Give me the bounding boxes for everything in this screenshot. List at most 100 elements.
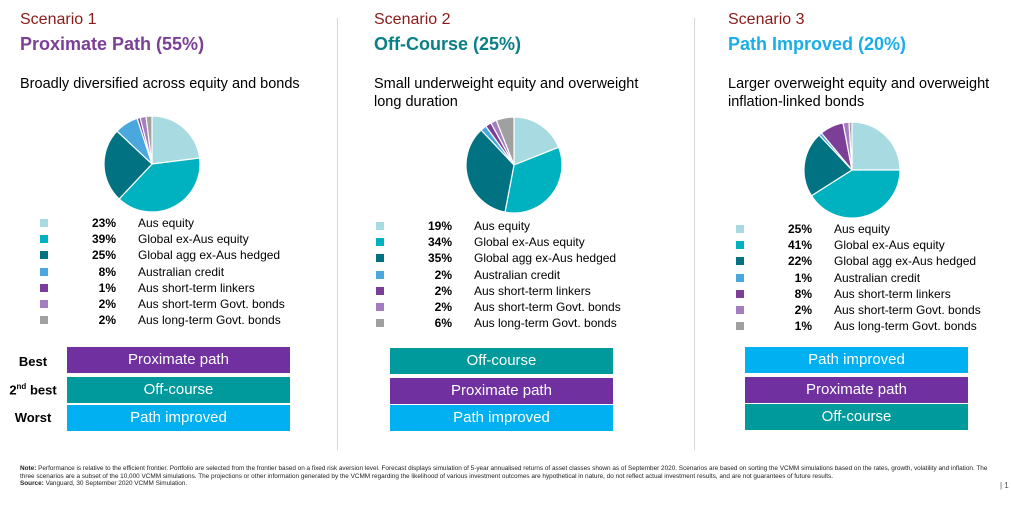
- rank-label-worst: Worst: [14, 410, 52, 425]
- pie-slice-aus-equity: [851, 121, 901, 171]
- legend-swatch: [40, 316, 48, 325]
- legend-label: Global ex-Aus equity: [834, 238, 945, 253]
- legend-label: Australian credit: [138, 264, 225, 279]
- legend-label: Aus short-term linkers: [474, 283, 591, 298]
- legend-value: 2%: [98, 313, 116, 328]
- legend-value: 8%: [98, 264, 116, 279]
- legend-value: 35%: [427, 251, 452, 266]
- legend-swatch: [40, 219, 48, 227]
- legend-label: Aus long-term Govt. bonds: [474, 316, 617, 331]
- legend-label: Global ex-Aus equity: [474, 235, 585, 250]
- note-label: Note:: [20, 465, 37, 472]
- footnote: Note: Performance is relative to the eff…: [20, 465, 990, 488]
- legend-swatch: [40, 299, 48, 308]
- legend-value: 8%: [794, 286, 812, 301]
- legend-value: 25%: [787, 222, 812, 236]
- rank-box-second: Off-course: [67, 377, 290, 403]
- legend-label: Aus short-term linkers: [834, 286, 951, 301]
- rank-label-second-suffix: nd: [16, 382, 27, 391]
- legend-value: 6%: [434, 316, 452, 331]
- legend-label: Aus short-term Govt. bonds: [474, 299, 621, 314]
- pie-chart: [803, 121, 901, 219]
- legend-swatch: [376, 270, 384, 279]
- scenario-description: Small underweight equity and overweight …: [374, 76, 639, 110]
- legend-label: Aus short-term Govt. bonds: [834, 302, 981, 317]
- pie-slice-aus-long-term-govt-bonds: [848, 121, 853, 171]
- rank-label-second-text: best: [26, 382, 57, 398]
- legend-value: 22%: [787, 254, 812, 269]
- rank-box-best: Off-course: [390, 348, 613, 374]
- legend-value: 2%: [98, 296, 116, 311]
- pie-slice-aus-equity: [513, 116, 560, 166]
- legend-value: 25%: [91, 248, 116, 263]
- scenario-label: Scenario 2: [374, 11, 451, 28]
- scenario-description: Larger overweight equity and overweight …: [728, 76, 990, 110]
- legend-label: Global agg ex-Aus hedged: [474, 251, 617, 266]
- legend-label: Global agg ex-Aus hedged: [138, 248, 281, 263]
- scenario-2-panel: Scenario 2 Off-Course (25%) Small underw…: [374, 0, 694, 460]
- pie-slice-global-agg-ex-aus-hedged: [103, 130, 153, 200]
- legend-label: Aus long-term Govt. bonds: [138, 313, 281, 328]
- scenario-1-panel: Scenario 1 Proximate Path (55%) Broadly …: [20, 0, 340, 460]
- rank-box-worst: Path improved: [390, 405, 613, 431]
- legend-swatch: [736, 257, 744, 266]
- legend-value: 41%: [787, 238, 812, 253]
- legend-value: 1%: [794, 270, 812, 285]
- legend-swatch: [376, 319, 384, 328]
- pie-slice-global-ex-aus-equity: [504, 146, 563, 214]
- legend-value: 34%: [427, 235, 452, 250]
- legend-label: Global ex-Aus equity: [138, 232, 249, 247]
- scenario-3-panel: Scenario 3 Path Improved (20%) Larger ov…: [728, 0, 1011, 460]
- rank-box-second: Proximate path: [390, 378, 613, 404]
- pie-slice-global-agg-ex-aus-hedged: [803, 134, 853, 197]
- scenario-title: Proximate Path (55%): [20, 34, 205, 54]
- legend-swatch: [40, 235, 48, 244]
- legend-value: 19%: [427, 219, 452, 233]
- scenario-label: Scenario 3: [728, 11, 805, 28]
- legend-value: 1%: [98, 280, 116, 295]
- scenario-title: Path Improved (20%): [728, 34, 907, 54]
- legend-value: 2%: [434, 267, 452, 282]
- legend-swatch: [376, 302, 384, 311]
- legend-label: Aus short-term linkers: [138, 280, 255, 295]
- rank-box-worst: Path improved: [67, 405, 290, 431]
- legend-value: 1%: [794, 319, 812, 334]
- rank-box-worst: Off-course: [745, 404, 968, 430]
- scenario-label: Scenario 1: [20, 11, 97, 28]
- pie-slice-global-ex-aus-equity: [118, 157, 201, 213]
- pie-slice-aus-long-term-govt-bonds: [495, 116, 515, 166]
- legend-label: Australian credit: [474, 267, 561, 282]
- scenario-description: Broadly diversified across equity and bo…: [20, 76, 300, 92]
- legend-value: 2%: [794, 302, 812, 317]
- rank-box-best: Proximate path: [67, 347, 290, 373]
- rank-label-best: Best: [18, 354, 48, 369]
- note-text: Performance is relative to the efficient…: [20, 465, 988, 480]
- legend-label: Australian credit: [834, 270, 921, 285]
- legend-swatch: [40, 283, 48, 292]
- legend-swatch: [376, 254, 384, 263]
- legend-swatch: [40, 267, 48, 276]
- rank-label-second-best: 2nd best: [0, 382, 66, 397]
- scenario-title: Off-Course (25%): [374, 34, 522, 54]
- legend-swatch: [736, 225, 744, 233]
- legend-label: Aus equity: [834, 222, 891, 236]
- legend-value: 2%: [434, 283, 452, 298]
- legend-swatch: [736, 241, 744, 250]
- pie-slice-global-agg-ex-aus-hedged: [465, 129, 515, 213]
- legend-label: Aus short-term Govt. bonds: [138, 296, 285, 311]
- legend-swatch: [40, 251, 48, 260]
- rank-label-second-number: 2: [9, 382, 17, 398]
- legend-label: Aus equity: [138, 216, 195, 230]
- pie-chart: [103, 115, 201, 213]
- legend-value: 39%: [91, 232, 116, 247]
- source-text: Vanguard, 30 September 2020 VCMM Simulat…: [43, 480, 188, 488]
- legend-swatch: [736, 322, 744, 331]
- legend-swatch: [736, 289, 744, 298]
- column-divider: [694, 18, 695, 450]
- pie-chart: [465, 116, 563, 214]
- legend-swatch: [376, 286, 384, 295]
- page-number: | 1: [1000, 481, 1009, 490]
- legend-swatch: [736, 305, 744, 314]
- column-divider: [337, 18, 338, 450]
- source-label: Source:: [20, 480, 44, 488]
